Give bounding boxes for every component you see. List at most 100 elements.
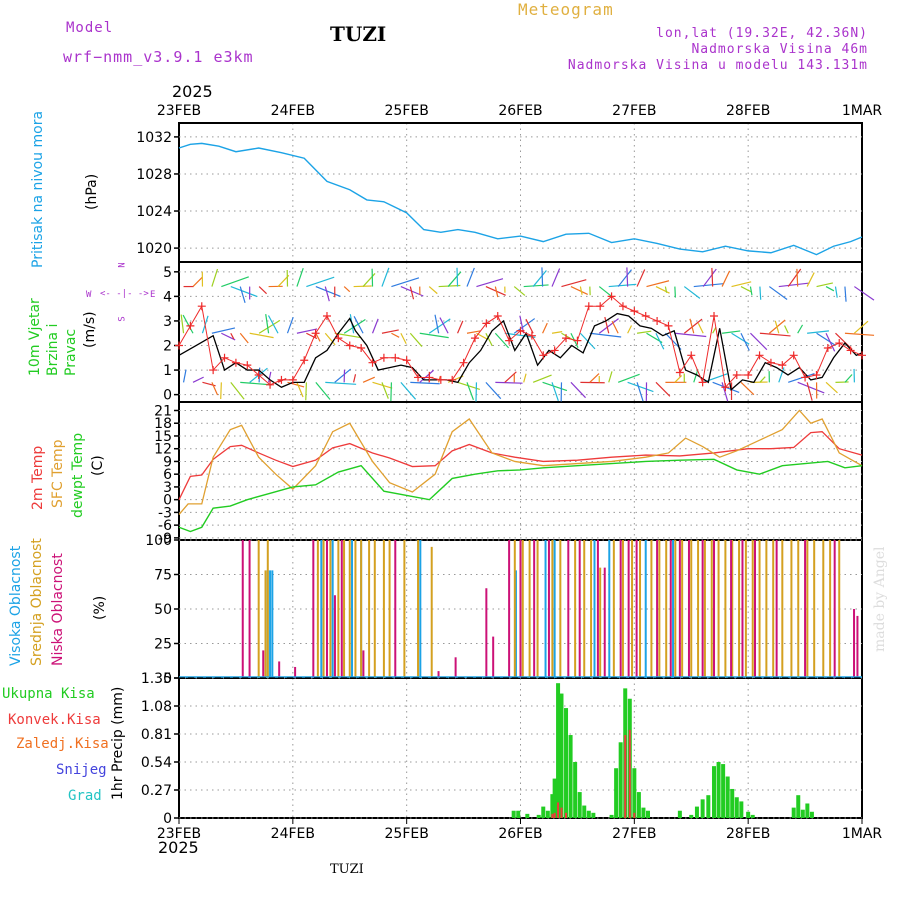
legend-total: Ukupna Kisa	[2, 686, 95, 702]
gust-marker	[197, 302, 206, 311]
wind-arrow	[646, 280, 670, 288]
wind-arrow	[525, 318, 534, 334]
gust-marker	[789, 351, 798, 360]
precip-bar-ukupnakisa	[641, 807, 646, 818]
gust-marker	[732, 370, 741, 379]
wind-arrow	[409, 286, 415, 300]
wind-arrow	[551, 382, 559, 401]
x-tick-label-top: 23FEB	[157, 103, 201, 119]
precip-bar-konvekkisa	[557, 802, 560, 818]
y-tick-label: 0	[163, 671, 172, 687]
x-tick-label-top: 25FEB	[385, 103, 429, 119]
wind-arrow	[343, 318, 366, 334]
wind-arrow	[315, 381, 331, 400]
y-tick-label: 0	[163, 388, 172, 404]
wind-arrow	[683, 318, 703, 334]
wind-arrow	[296, 382, 304, 398]
lon-lat-label: lon,lat (19.32E, 42.36N)	[656, 26, 868, 41]
gust-marker	[766, 358, 775, 367]
wind-arrow	[693, 369, 699, 383]
x-tick-label-top: 27FEB	[612, 103, 656, 119]
x-tick-label-top: 24FEB	[271, 103, 315, 119]
wind-arrow	[636, 269, 646, 287]
wind-arrow	[541, 267, 544, 287]
y-tick-label: 6	[163, 467, 172, 483]
wind-arrow	[570, 286, 588, 295]
y-tick-label: -3	[158, 505, 172, 521]
gust-marker	[527, 331, 536, 340]
wind-arrow	[542, 381, 568, 392]
precip-bar-ukupnakisa	[734, 797, 739, 818]
wind-arrow	[731, 332, 750, 345]
wind-arrow	[589, 373, 600, 383]
panel-3	[178, 401, 863, 541]
wind-arrow	[476, 278, 504, 288]
wind-arrow	[249, 332, 274, 339]
wind-arrow	[391, 332, 400, 338]
wind-arrow	[296, 328, 318, 334]
y-tick-label: 75	[154, 568, 172, 584]
precip-bar-ukupnakisa	[591, 812, 596, 818]
gust-marker	[846, 346, 855, 355]
precip-bar-ukupnakisa	[545, 810, 550, 818]
wind-arrow	[797, 381, 825, 394]
wind-arrow	[504, 371, 517, 383]
wind-arrow	[192, 376, 204, 383]
wind-arrow	[419, 332, 449, 339]
gust-marker	[516, 326, 525, 335]
gust-marker	[744, 370, 753, 379]
y-tick-label: 2	[163, 339, 172, 355]
precip-bar-ukupnakisa	[577, 792, 582, 818]
gust-marker	[493, 312, 502, 321]
gust-marker	[470, 334, 479, 343]
y-tick-label: 3	[163, 480, 172, 496]
wind-arrow	[353, 316, 364, 334]
y-tick-label: 9	[163, 454, 172, 470]
precip-bar-ukupnakisa	[809, 811, 814, 818]
wind-arrow	[816, 282, 834, 288]
wind-arrow	[664, 286, 668, 293]
compass-east: E	[150, 290, 156, 300]
legend-conv: Konvek.Kisa	[8, 712, 101, 728]
wind-arrow	[362, 273, 376, 287]
gust-marker	[334, 334, 343, 343]
wind-arrow	[617, 269, 632, 287]
gust-marker	[550, 346, 559, 355]
meteogram-title: Meteogram	[518, 0, 614, 19]
wind-arrow	[806, 272, 815, 287]
precip-bar-konvekkisa	[551, 813, 554, 818]
year-bottom: 2025	[158, 838, 199, 857]
x-tick-label-bottom: 24FEB	[271, 826, 315, 842]
wind-arrow	[182, 369, 187, 383]
precip-bar-ukupnakisa	[689, 814, 694, 818]
wind-arrow	[636, 382, 644, 402]
precip-bar-ukupnakisa	[550, 794, 555, 818]
wind-arrow	[325, 381, 357, 385]
precip-bar-ukupnakisa	[739, 801, 744, 818]
wind-arrow	[400, 332, 407, 344]
x-tick-label-bottom: 28FEB	[726, 826, 770, 842]
x-tick-label-top: 26FEB	[498, 103, 542, 119]
gust-marker	[311, 329, 320, 338]
y-tick-label: 1032	[136, 130, 172, 146]
wind-arrow	[466, 267, 475, 287]
precip-bar-ukupnakisa	[694, 806, 699, 818]
wind-arrow	[211, 268, 219, 287]
sfc-temp-line	[178, 409, 863, 515]
panel-border	[178, 122, 863, 263]
precip-bar-ukupnakisa	[536, 814, 541, 818]
wind-arrow	[466, 382, 475, 401]
wind-arrow	[381, 382, 389, 399]
wind-arrow	[334, 332, 362, 339]
y-tick-label: 1024	[136, 204, 172, 220]
y-tick-label: 0.54	[141, 755, 172, 771]
gust-marker	[186, 321, 195, 330]
wind-arrow	[561, 279, 587, 288]
y-tick-label: 0.27	[141, 783, 172, 799]
gust-marker	[812, 370, 821, 379]
footer-station: TUZI	[330, 862, 364, 877]
wind-arrow	[371, 318, 379, 334]
wind-arrow	[854, 286, 875, 301]
y-tick-label: 1	[163, 363, 172, 379]
